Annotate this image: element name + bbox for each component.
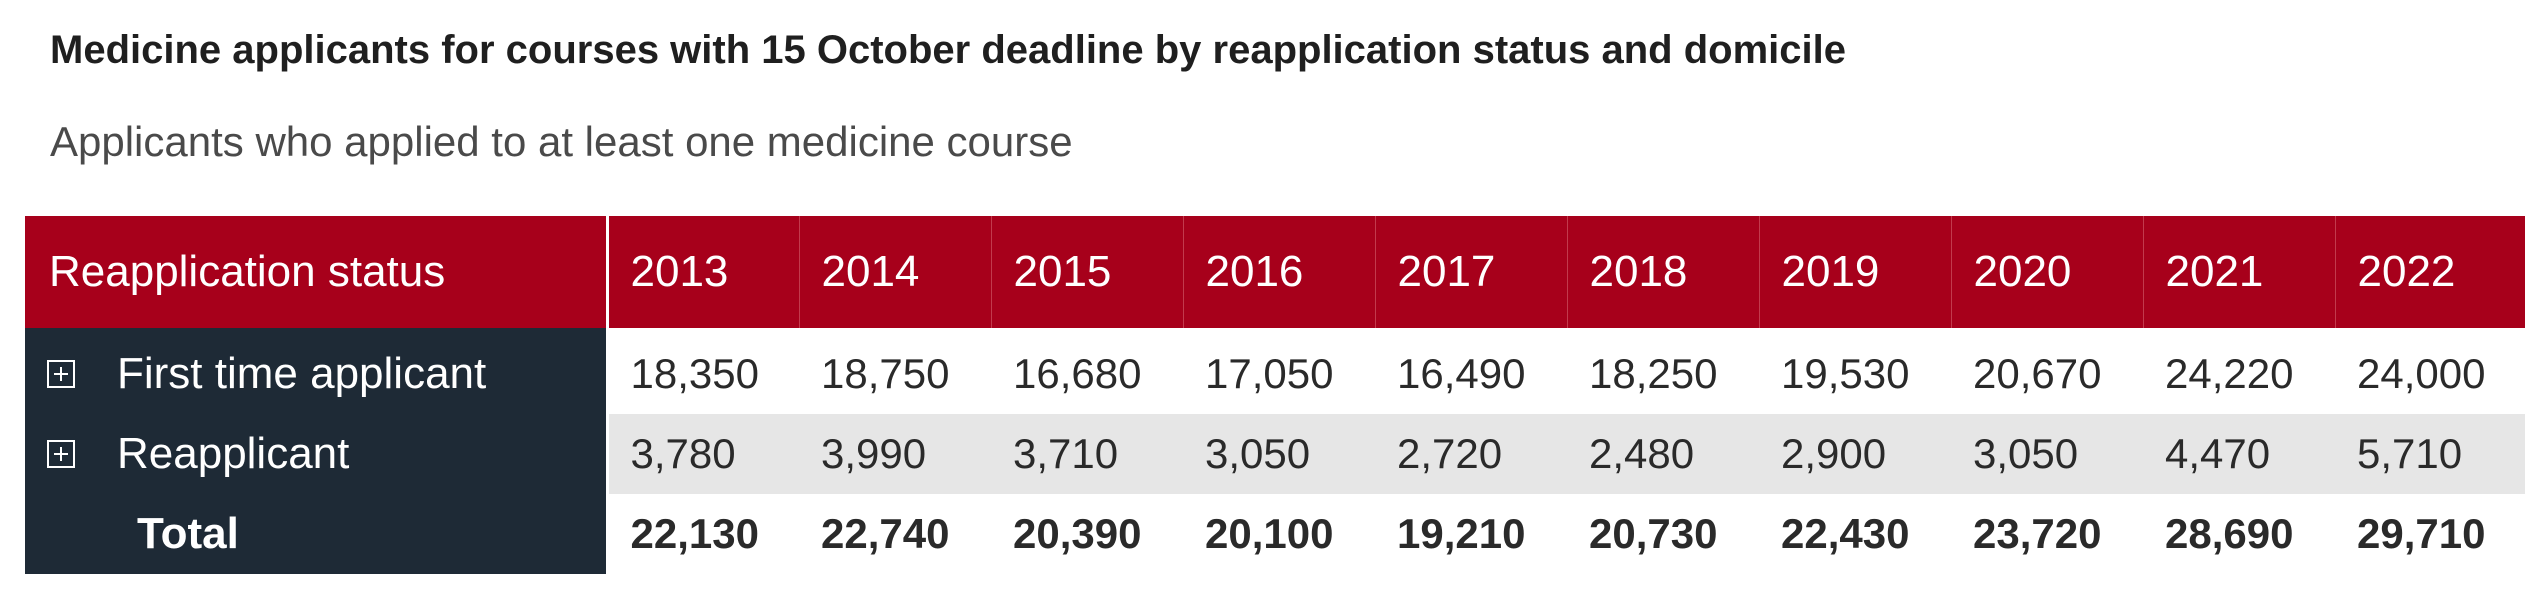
table-cell-total: 29,710 [2335,494,2525,574]
table-cell-total: 19,210 [1375,494,1567,574]
table-cell: 16,490 [1375,334,1567,414]
table-cell: 18,750 [799,334,991,414]
table-cell: 2,480 [1567,414,1759,494]
table-cell: 3,050 [1951,414,2143,494]
chart-title: Medicine applicants for courses with 15 … [50,28,1846,72]
table-cell: 4,470 [2143,414,2335,494]
row-label-cell: Total [25,494,609,574]
table-cell: 3,710 [991,414,1183,494]
column-header-2014[interactable]: 2014 [799,216,992,328]
table-cell: 24,000 [2335,334,2525,414]
header-row: Reapplication status 2013 2014 2015 2016… [25,216,2525,328]
table-cell: 2,720 [1375,414,1567,494]
table-cell: 19,530 [1759,334,1951,414]
header-spacer [25,328,2525,334]
plus-square-icon[interactable] [47,360,75,388]
column-header-2021[interactable]: 2021 [2143,216,2336,328]
table-row-total: Total 22,130 22,740 20,390 20,100 19,210… [25,494,2525,574]
table-row-first-time-applicant: First time applicant 18,350 18,750 16,68… [25,334,2525,414]
table-cell: 18,350 [607,334,799,414]
row-label-cell: First time applicant [25,334,609,414]
row-label: Total [137,509,239,558]
table-cell: 18,250 [1567,334,1759,414]
column-header-2013[interactable]: 2013 [607,216,800,328]
pivot-table: Reapplication status 2013 2014 2015 2016… [25,216,2525,574]
table-cell: 3,050 [1183,414,1375,494]
table-cell: 5,710 [2335,414,2525,494]
table-cell: 24,220 [2143,334,2335,414]
table-cell-total: 22,430 [1759,494,1951,574]
column-header-2020[interactable]: 2020 [1951,216,2144,328]
table-cell-total: 22,740 [799,494,991,574]
column-header-2016[interactable]: 2016 [1183,216,1376,328]
table-cell: 3,990 [799,414,991,494]
column-header-2022[interactable]: 2022 [2335,216,2525,328]
table-cell: 17,050 [1183,334,1375,414]
table-cell-total: 23,720 [1951,494,2143,574]
column-header-2015[interactable]: 2015 [991,216,1184,328]
table-cell: 3,780 [607,414,799,494]
plus-square-icon[interactable] [47,440,75,468]
table-cell: 16,680 [991,334,1183,414]
table-cell-total: 22,130 [607,494,799,574]
row-label: First time applicant [117,349,487,398]
column-header-2018[interactable]: 2018 [1567,216,1760,328]
table-cell-total: 20,100 [1183,494,1375,574]
row-label: Reapplicant [117,429,350,478]
chart-subtitle: Applicants who applied to at least one m… [50,118,1073,165]
table-cell-total: 28,690 [2143,494,2335,574]
table-cell: 2,900 [1759,414,1951,494]
table-cell-total: 20,390 [991,494,1183,574]
row-label-cell: Reapplicant [25,414,609,494]
column-header-2019[interactable]: 2019 [1759,216,1952,328]
row-header-label[interactable]: Reapplication status [25,216,609,328]
table-cell: 20,670 [1951,334,2143,414]
table-row-reapplicant: Reapplicant 3,780 3,990 3,710 3,050 2,72… [25,414,2525,494]
column-header-2017[interactable]: 2017 [1375,216,1568,328]
table-cell-total: 20,730 [1567,494,1759,574]
